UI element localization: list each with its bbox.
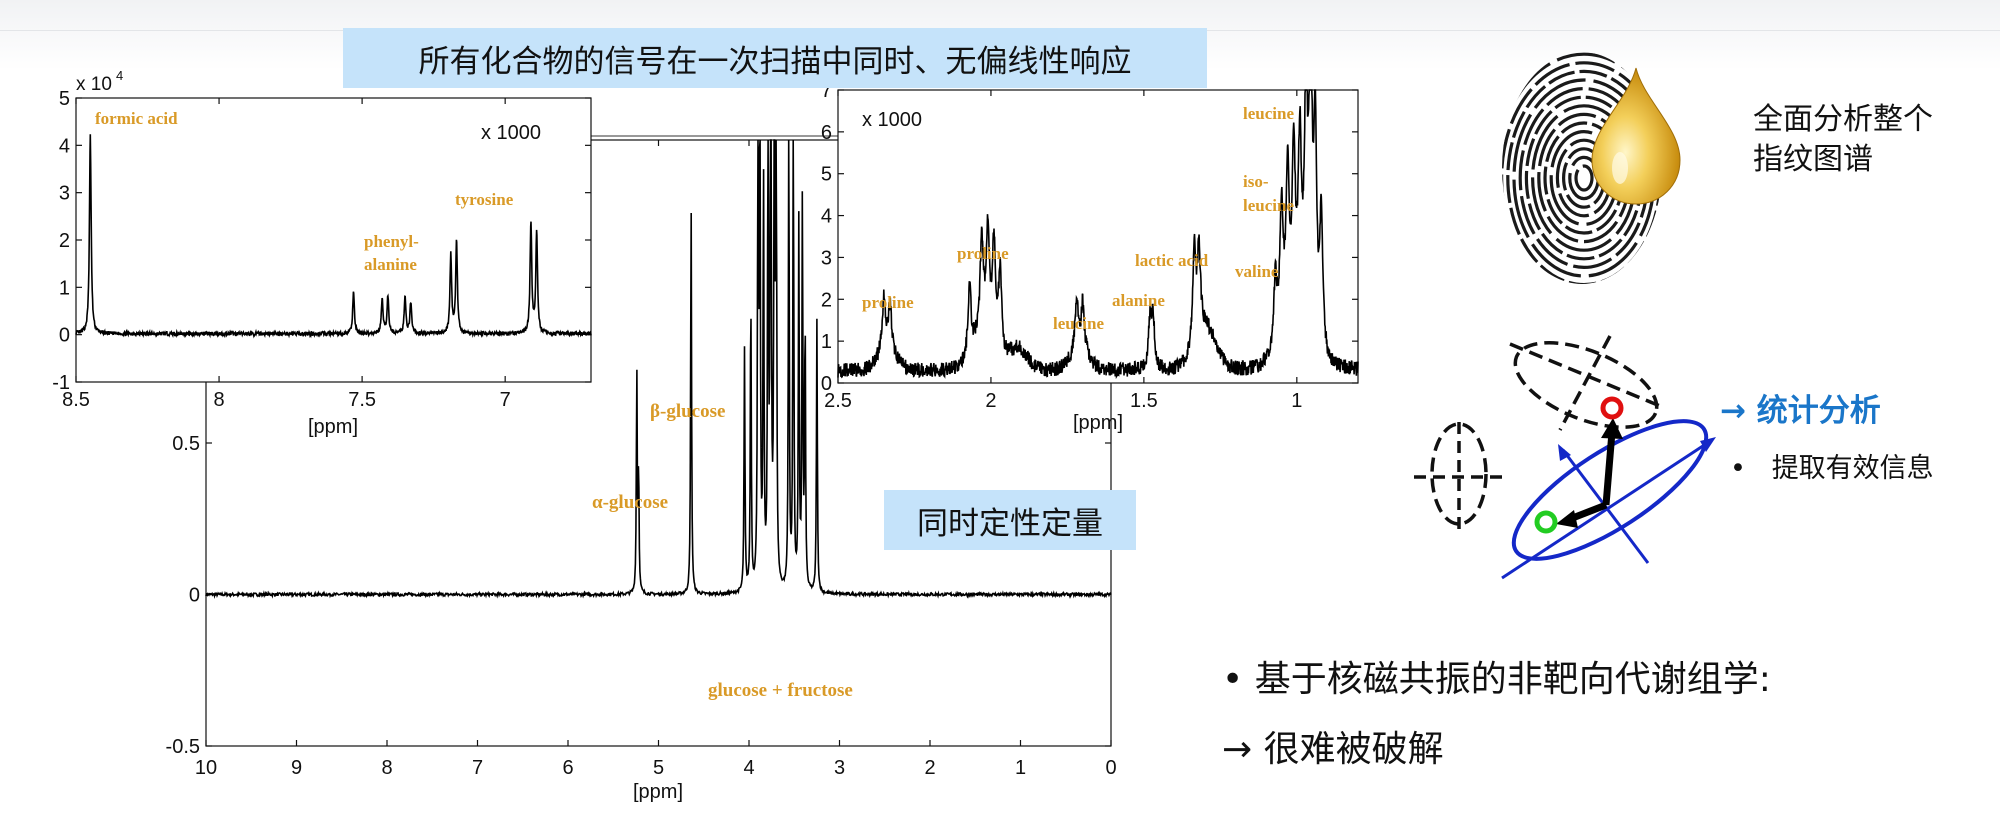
y-tick-label: 0 (821, 373, 832, 395)
y-tick-label: 1 (821, 331, 832, 353)
label-phenylalanine-2: alanine (364, 255, 417, 274)
main-spectrum-line (205, 139, 1112, 600)
qual-quant-text: 同时定性定量 (917, 505, 1103, 542)
fingerprint-caption-line-1: 全面分析整个 (1753, 102, 1933, 137)
y-tick-label: -0.5 (166, 736, 200, 758)
bottom-bullet-text: 基于核磁共振的非靶向代谢组学: (1254, 659, 1771, 700)
y-tick-label: 1 (59, 277, 70, 299)
x-tick-label: 0 (1105, 757, 1116, 779)
label-proline-mid: proline (957, 244, 1009, 263)
label-tyrosine: tyrosine (455, 190, 514, 209)
inset-a-x-unit: [ppm] (308, 416, 358, 438)
x-tick-label: 8 (213, 389, 224, 411)
stats-bullet-text: 提取有效信息 (1771, 453, 1934, 484)
label-leucine-mid: leucine (1053, 314, 1104, 333)
bottom-bullet: • 基于核磁共振的非靶向代谢组学: (1222, 650, 1771, 702)
x-tick-label: 2 (985, 390, 996, 412)
x-tick-label: 1 (1291, 390, 1302, 412)
x-tick-label: 7 (500, 389, 511, 411)
label-beta-glucose: β-glucose (650, 401, 725, 422)
banner-text: 所有化合物的信号在一次扫描中同时、无偏线性响应 (418, 43, 1132, 80)
y-tick-label: 6 (821, 122, 832, 144)
stats-bullet: • 提取有效信息 (1730, 446, 1934, 485)
y-tick-label: 3 (821, 247, 832, 269)
y-tick-label: 0 (189, 585, 200, 607)
y-tick-label: 5 (821, 164, 832, 186)
label-alpha-glucose: α-glucose (592, 492, 668, 513)
y-tick-label: 5 (59, 88, 70, 110)
x-tick-label: 9 (291, 757, 302, 779)
inset-b-spectrum-line (837, 89, 1359, 380)
y-tick-label: 7 (821, 80, 832, 102)
y-tick-label: 0 (59, 325, 70, 347)
bottom-arrow-text: → 很难被破解 (1222, 729, 1444, 770)
inset-a-spectrum-line (75, 134, 592, 339)
inset-a-exponent: 4 (116, 68, 123, 83)
label-leucine-top: leucine (1243, 104, 1294, 123)
fingerprint-caption: 全面分析整个 指纹图谱 (1753, 100, 1933, 180)
cluster-ellipse-blue (1511, 419, 1709, 561)
x-tick-label: 7 (472, 757, 483, 779)
inset-a-multiplier: x 1000 (481, 122, 541, 144)
label-isoleucine-1: iso- (1243, 172, 1269, 191)
x-tick-label: 10 (195, 757, 217, 779)
x-tick-label: 5 (653, 757, 664, 779)
y-tick-label: 3 (59, 183, 70, 205)
y-tick-label: 4 (59, 135, 70, 157)
x-tick-label: 1 (1015, 757, 1026, 779)
fingerprint-caption-line-2: 指纹图谱 (1753, 142, 1873, 177)
y-tick-label: 0.5 (172, 433, 200, 455)
label-valine: valine (1235, 262, 1279, 281)
bottom-bullet-marker: • (1222, 659, 1244, 700)
stats-title: → 统计分析 (1720, 393, 1881, 429)
x-tick-label: 8.5 (62, 389, 90, 411)
qual-quant-box: 同时定性定量 (884, 490, 1136, 550)
stats-bullet-marker: • (1730, 453, 1746, 484)
label-glucose-fructose: glucose + fructose (708, 680, 853, 701)
inset-b-multiplier: x 1000 (862, 109, 922, 131)
main-x-axis-unit: [ppm] (633, 781, 683, 803)
red-sample-marker (1600, 396, 1624, 420)
y-tick-label: 2 (821, 289, 832, 311)
x-tick-label: 3 (834, 757, 845, 779)
label-phenylalanine-1: phenyl- (364, 232, 419, 251)
x-tick-label: 1.5 (1130, 390, 1158, 412)
x-tick-label: 2.5 (824, 390, 852, 412)
label-alanine: alanine (1112, 291, 1165, 310)
label-formic-acid: formic acid (95, 109, 178, 128)
banner-box: 所有化合物的信号在一次扫描中同时、无偏线性响应 (343, 28, 1207, 88)
y-tick-label: 2 (59, 230, 70, 252)
cluster-ellipse-top (1513, 341, 1659, 429)
inset-b-x-unit: [ppm] (1073, 412, 1123, 434)
label-isoleucine-2: leucine (1243, 196, 1294, 215)
green-sample-marker (1534, 510, 1558, 534)
y-tick-label: -1 (52, 372, 70, 394)
x-tick-label: 6 (562, 757, 573, 779)
cluster-ellipse-left (1430, 422, 1488, 526)
x-tick-label: 2 (924, 757, 935, 779)
x-tick-label: 7.5 (348, 389, 376, 411)
x-tick-label: 8 (381, 757, 392, 779)
label-lactic-acid: lactic acid (1135, 251, 1209, 270)
x-tick-label: 4 (743, 757, 754, 779)
y-tick-label: 4 (821, 206, 832, 228)
label-proline-left: proline (862, 293, 914, 312)
inset-a-exponent-base: x 10 (76, 74, 112, 95)
